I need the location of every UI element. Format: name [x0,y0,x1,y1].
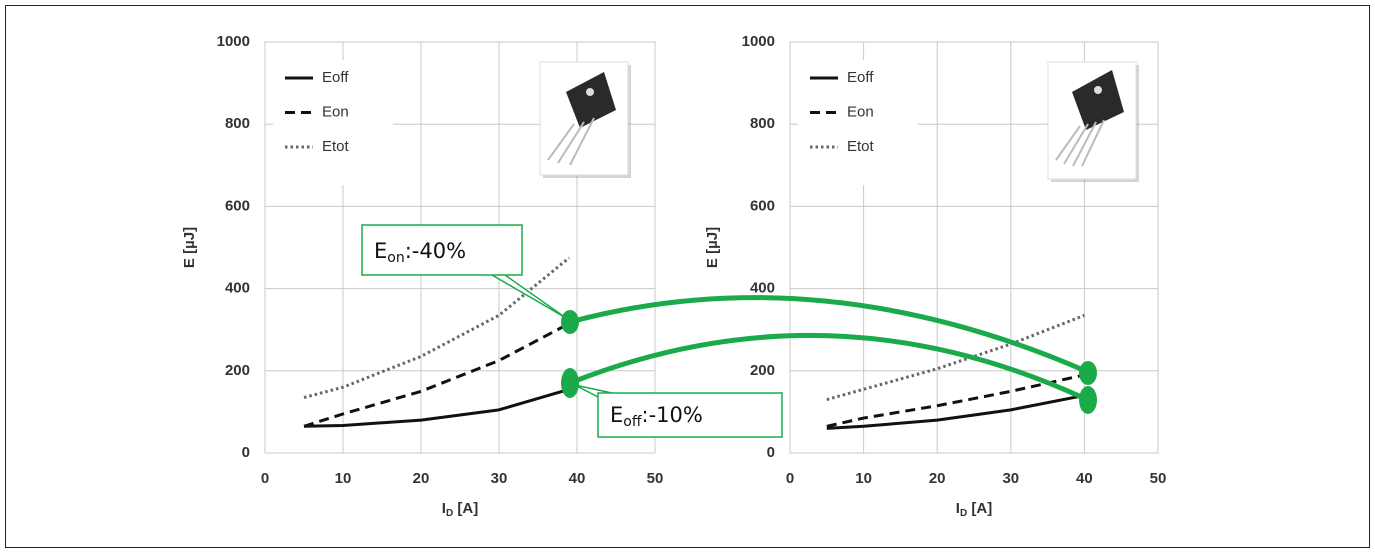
x-axis-label-sub: D [446,508,453,519]
x-tick-label: 10 [335,470,352,487]
x-tick-label: 10 [855,470,872,487]
y-tick-label: 600 [225,197,250,214]
data-line [303,322,570,428]
y-axis-label: E [µJ] [181,227,198,268]
x-tick-label: 50 [647,470,664,487]
data-line [303,387,570,428]
annotation: Eon:-40% [374,239,466,266]
x-axis-label: ID [A] [442,500,478,519]
legend-box [273,60,393,185]
legend-label: Etot [322,138,350,155]
data-line [303,256,571,399]
legend-label: Eon [847,103,874,120]
frame [5,5,1370,548]
annotation-sub: off [623,414,642,430]
x-tick-label: 0 [786,470,794,487]
annotation-base: E [610,403,623,427]
y-tick-label: 400 [225,280,250,297]
x-tick-label: 0 [261,470,269,487]
legend-label: Eon [322,103,349,120]
x-axis-label-sub: D [960,508,967,519]
y-tick-label: 0 [242,444,250,461]
legend-label: Eoff [322,69,349,86]
x-axis-label-text: [A] [453,500,478,517]
y-axis-label: E [µJ] [704,227,721,268]
y-tick-label: 0 [767,444,775,461]
data-line [826,393,1085,430]
x-tick-label: 30 [1002,470,1019,487]
legend-box [798,60,918,185]
data-line [826,373,1085,428]
x-tick-label: 40 [1076,470,1093,487]
x-axis-label-base: I [956,500,960,517]
arrow-ends [561,310,1097,414]
annotation: Eoff:-10% [610,403,703,430]
y-tick-label: 200 [225,362,250,379]
y-tick-label: 600 [750,197,775,214]
y-tick-label: 1000 [217,33,250,50]
x-axis-label-text: [A] [967,500,992,517]
callout: Eoff:-10% [574,384,783,438]
x-tick-label: 50 [1150,470,1167,487]
y-tick-label: 800 [750,115,775,132]
y-tick-label: 1000 [742,33,775,50]
device-picture [1047,61,1139,182]
legend-label: Etot [847,138,875,155]
comparison-arrows [569,295,1090,403]
callout: Eon:-40% [361,224,567,319]
legend-label: Eoff [847,69,874,86]
annotation-text: :-10% [642,403,703,427]
annotation-sub: on [387,250,404,266]
y-tick-label: 200 [750,362,775,379]
device-picture [539,61,631,178]
annotation-base: E [374,239,387,263]
y-tick-label: 400 [750,280,775,297]
x-axis-label-base: I [442,500,446,517]
y-tick-label: 800 [225,115,250,132]
x-tick-label: 30 [491,470,508,487]
x-tick-label: 40 [569,470,586,487]
annotation-text: :-40% [405,239,466,263]
x-tick-label: 20 [413,470,430,487]
x-tick-label: 20 [929,470,946,487]
x-axis-label: ID [A] [956,500,992,519]
